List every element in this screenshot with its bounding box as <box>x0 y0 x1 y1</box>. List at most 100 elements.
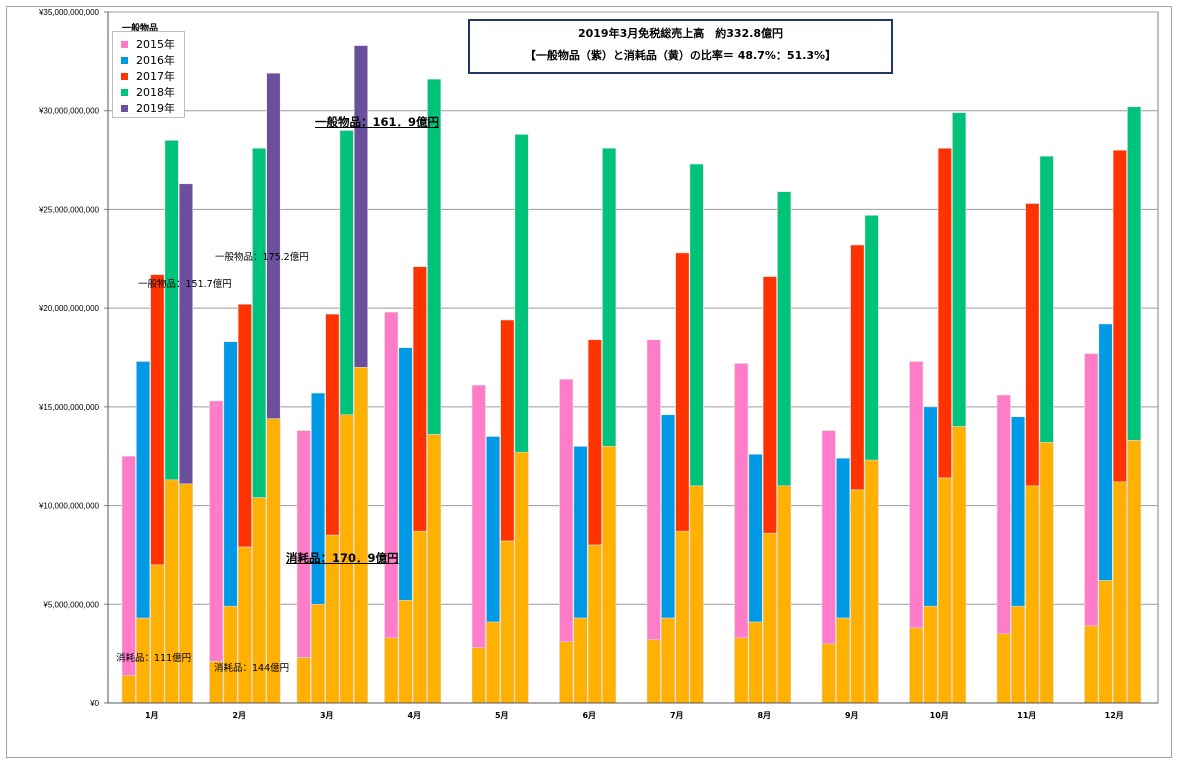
legend-title: 一般物品 <box>122 24 159 34</box>
bar-consumables-2016-5 <box>485 621 501 704</box>
bar-general-2015-1 <box>121 455 136 676</box>
bar-general-2018-7 <box>689 163 704 487</box>
legend-swatch <box>121 88 128 96</box>
annotation-general-jan: 一般物品：151.7億円 <box>138 279 232 290</box>
x-tick-label: 10月 <box>930 711 949 720</box>
bar-general-2019-3 <box>353 45 369 368</box>
bar-consumables-2018-12 <box>1127 440 1142 704</box>
bar-general-2017-3 <box>325 313 340 536</box>
annotation-general-feb: 一般物品：175.2億円 <box>215 252 309 263</box>
bar-consumables-2017-8 <box>762 532 777 704</box>
y-tick-label: ¥10,000,000,000 <box>38 502 100 511</box>
y-tick-label: ¥25,000,000,000 <box>38 205 100 214</box>
y-tick-label: ¥30,000,000,000 <box>38 107 100 116</box>
bar-consumables-2015-7 <box>646 639 661 704</box>
bar-general-2016-5 <box>485 436 501 623</box>
bar-general-2016-9 <box>835 457 851 619</box>
bar-consumables-2015-10 <box>909 627 924 704</box>
bar-consumables-2017-11 <box>1025 485 1040 704</box>
bar-consumables-2018-7 <box>689 485 704 704</box>
legend-label: 2019年 <box>136 102 175 115</box>
legend: 2015年 2016年 2017年 2018年 2019年 <box>112 31 185 118</box>
bar-general-2018-10 <box>952 112 967 427</box>
legend-swatch <box>121 72 128 80</box>
annotation-general-mar: 一般物品：161．9億円 <box>315 115 440 129</box>
y-tick-label: ¥0 <box>89 699 99 708</box>
x-tick-label: 4月 <box>407 711 421 720</box>
bar-consumables-2017-1 <box>150 564 165 704</box>
legend-swatch <box>121 56 128 64</box>
x-tick-label: 11月 <box>1017 711 1036 720</box>
bar-general-2017-5 <box>500 319 515 542</box>
bar-general-2018-4 <box>427 78 442 435</box>
bar-general-2017-9 <box>850 244 865 491</box>
legend-item: 2018年 <box>121 84 184 100</box>
summary-line-1: 2019年3月免税総売上高 約332.8億円 <box>577 27 784 40</box>
bar-consumables-2015-6 <box>559 641 574 704</box>
bar-consumables-2017-9 <box>850 489 865 704</box>
bar-consumables-2019-3 <box>353 367 369 704</box>
bar-consumables-2017-7 <box>675 530 690 704</box>
bar-consumables-2016-12 <box>1098 580 1113 704</box>
summary-line-2: 【一般物品（紫）と消耗品（黄）の比率＝ 48.7%：51.3%】 <box>524 49 837 62</box>
bar-consumables-2016-11 <box>1010 605 1026 704</box>
bar-general-2017-12 <box>1112 149 1127 483</box>
x-tick-label: 5月 <box>495 711 509 720</box>
annotation-consumables-mar: 消耗品：170．9億円 <box>286 551 399 565</box>
bar-general-2016-3 <box>310 392 326 605</box>
bar-general-2017-11 <box>1025 203 1040 487</box>
bar-consumables-2016-2 <box>223 605 238 704</box>
bar-general-2017-1 <box>150 274 165 566</box>
bar-general-2015-6 <box>559 378 574 643</box>
bar-consumables-2018-5 <box>514 451 529 704</box>
bar-consumables-2015-3 <box>296 657 311 704</box>
bar-general-2016-11 <box>1010 416 1026 607</box>
x-tick-label: 12月 <box>1105 711 1124 720</box>
bar-general-2018-6 <box>602 147 617 447</box>
x-tick-label: 3月 <box>320 711 334 720</box>
bar-general-2017-6 <box>587 339 602 546</box>
bar-general-2016-1 <box>136 361 151 619</box>
y-tick-label: ¥20,000,000,000 <box>38 304 100 313</box>
legend-item: 2019年 <box>121 100 184 116</box>
bar-general-2015-9 <box>821 430 836 645</box>
bar-consumables-2016-4 <box>398 600 413 704</box>
bar-consumables-2017-10 <box>937 477 952 704</box>
x-tick-label: 6月 <box>582 711 596 720</box>
bar-general-2015-2 <box>209 400 224 662</box>
x-tick-label: 7月 <box>670 711 684 720</box>
bar-general-2019-2 <box>266 72 281 420</box>
bar-general-2018-12 <box>1127 106 1142 441</box>
bar-general-2016-8 <box>748 453 763 623</box>
bar-general-2016-7 <box>660 414 676 619</box>
bar-consumables-2018-4 <box>427 434 442 704</box>
bar-consumables-2015-11 <box>996 633 1011 704</box>
x-tick-label: 8月 <box>757 711 771 720</box>
bar-general-2018-8 <box>777 191 792 487</box>
bar-general-2016-2 <box>223 341 238 607</box>
bar-general-2015-12 <box>1084 353 1099 627</box>
bar-consumables-2018-1 <box>164 479 179 704</box>
bar-consumables-2015-5 <box>471 647 486 704</box>
y-tick-label: ¥35,000,000,000 <box>38 8 100 17</box>
bar-consumables-2017-12 <box>1112 481 1127 704</box>
bar-general-2015-5 <box>471 384 486 649</box>
bar-consumables-2016-8 <box>748 621 763 704</box>
bar-general-2018-2 <box>252 147 267 498</box>
bar-consumables-2015-1 <box>121 675 136 704</box>
bar-consumables-2016-10 <box>923 605 938 704</box>
y-tick-label: ¥5,000,000,000 <box>42 600 99 609</box>
legend-label: 2018年 <box>136 86 175 99</box>
legend-label: 2016年 <box>136 54 175 67</box>
bar-general-2017-10 <box>937 147 952 479</box>
summary-box: 2019年3月免税総売上高 約332.8億円 【一般物品（紫）と消耗品（黄）の比… <box>468 19 893 74</box>
bar-general-2015-3 <box>296 430 311 658</box>
bar-general-2015-4 <box>384 311 399 639</box>
x-tick-label: 9月 <box>845 711 859 720</box>
x-tick-label: 2月 <box>232 711 246 720</box>
legend-swatch <box>121 40 128 48</box>
bar-consumables-2019-1 <box>178 483 193 704</box>
bar-general-2018-1 <box>164 140 179 481</box>
bar-general-2019-1 <box>178 183 193 485</box>
bar-consumables-2018-8 <box>777 485 792 704</box>
